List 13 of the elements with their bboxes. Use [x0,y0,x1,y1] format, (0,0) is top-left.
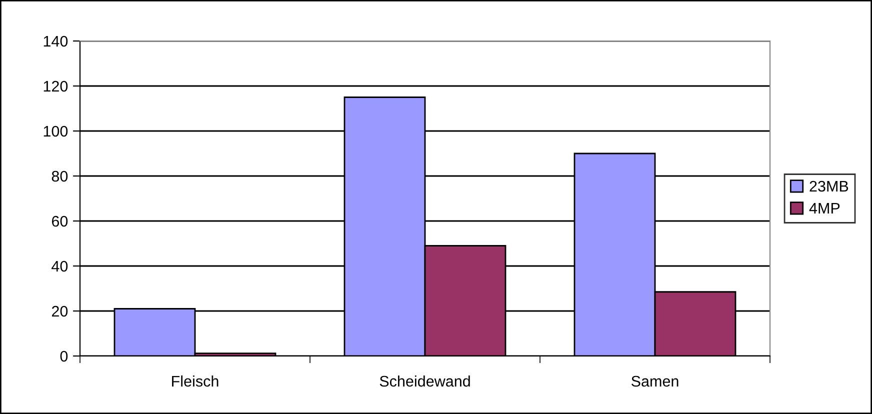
y-tick-label: 120 [44,80,68,92]
y-tick-label: 40 [52,260,68,272]
y-tick-label: 60 [52,216,68,227]
y-tick-label: 80 [52,170,68,182]
y-tick-label: 20 [52,306,68,317]
x-tick-label: Fleisch [172,375,218,387]
x-tick-label: Samen [631,376,678,387]
legend-label: 23MB [810,180,848,192]
legend-label: 4MP [809,202,840,214]
y-tick-label: 0 [60,350,68,362]
x-tick-label: Scheidewand [380,375,470,387]
y-tick-label: 140 [44,36,68,47]
y-tick-label: 100 [44,126,68,137]
